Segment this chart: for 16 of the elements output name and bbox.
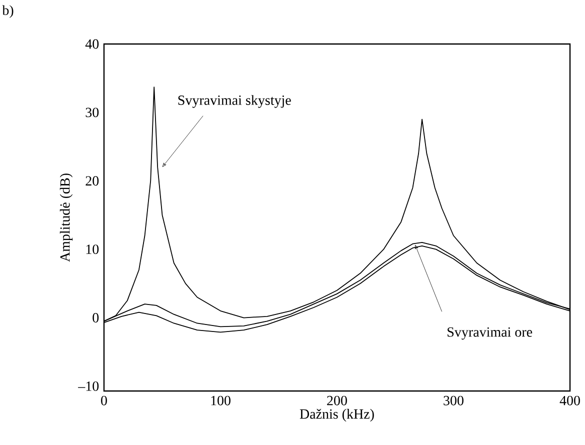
x-tick-label: 0	[101, 396, 107, 406]
y-axis-title: Amplitudė (dB)	[60, 174, 73, 262]
x-tick-label: 300	[444, 396, 464, 406]
y-tick-label: –10	[78, 381, 99, 391]
annotation: Svyravimai skystyje	[178, 95, 291, 108]
annotation: Svyravimai ore	[448, 327, 532, 340]
x-tick-label: 100	[211, 396, 230, 406]
x-tick-label: 400	[560, 396, 580, 406]
x-axis-title: Dažnis (kHz)	[300, 408, 374, 422]
y-tick-label: 30	[86, 108, 99, 118]
y-tick-label: 40	[85, 39, 99, 49]
y-tick-label: 20	[86, 176, 99, 186]
x-tick-label: 200	[327, 396, 347, 406]
y-tick-label: 10	[86, 244, 99, 254]
text: b)	[2, 5, 14, 18]
y-tick-label: 0	[92, 313, 99, 322]
